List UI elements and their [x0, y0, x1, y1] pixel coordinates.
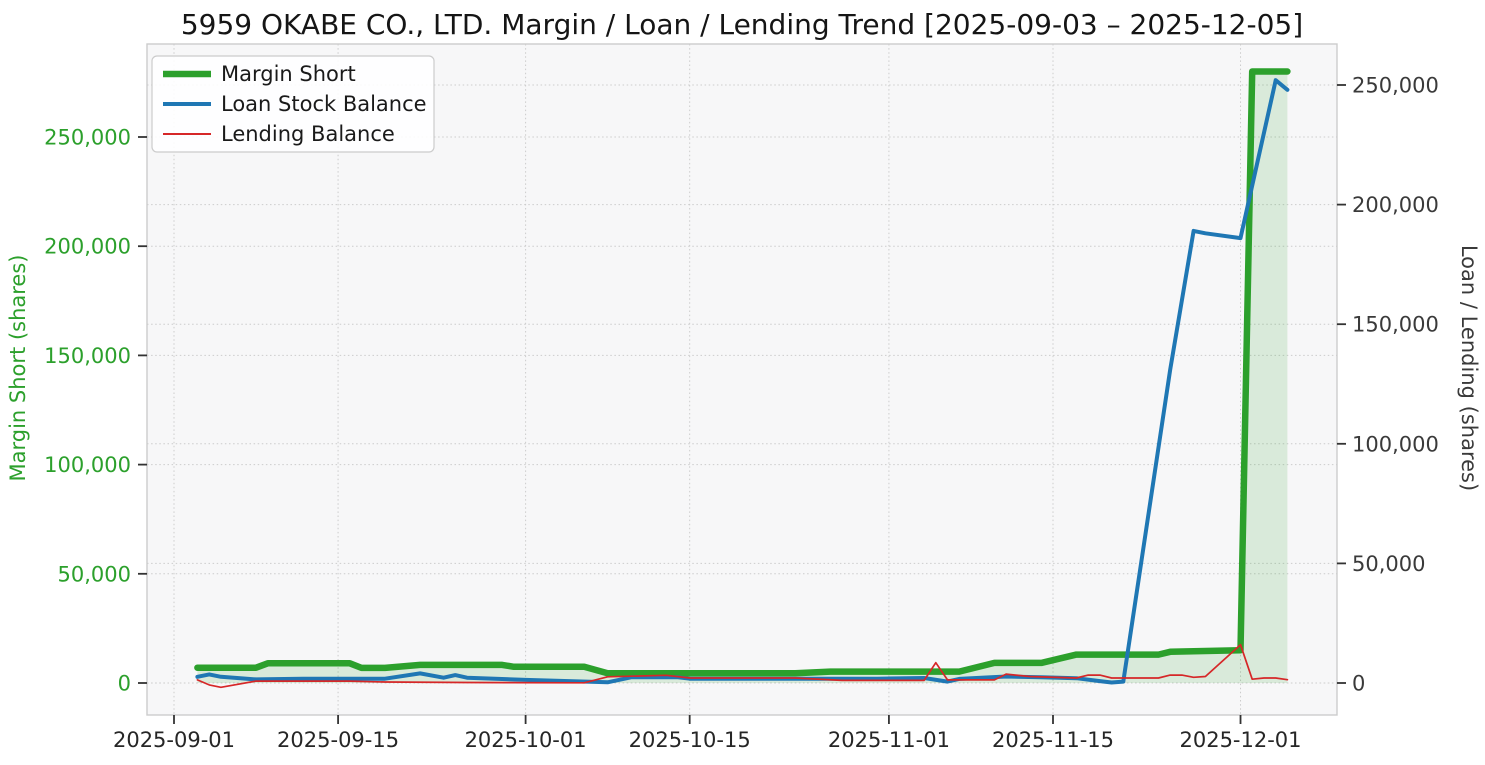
chart-title: 5959 OKABE CO., LTD. Margin / Loan / Len… [181, 8, 1303, 41]
x-tick-label: 2025-12-01 [1179, 728, 1301, 752]
legend-label-loan-stock-balance: Loan Stock Balance [221, 92, 427, 116]
x-tick-label: 2025-10-01 [465, 728, 587, 752]
margin-short-line [194, 68, 1291, 677]
y-tick-label-right: 150,000 [1352, 313, 1439, 337]
y-tick-label-left: 150,000 [44, 344, 131, 368]
y-tick-label-left: 50,000 [58, 562, 131, 586]
x-tick-label: 2025-11-15 [992, 728, 1114, 752]
y-tick-label-right: 100,000 [1352, 432, 1439, 456]
plot-border [146, 43, 1338, 716]
plot-graphics: 2025-09-01 2025-09-15 2025-10-01 2025-10-15… [44, 43, 1439, 752]
legend-label-margin-short: Margin Short [221, 62, 356, 86]
y-tick-label-left: 200,000 [44, 235, 131, 259]
y-tick-label-right: 250,000 [1352, 74, 1439, 98]
plot-background [147, 44, 1337, 715]
legend-box [151, 55, 435, 153]
y-tick-label-left: 0 [118, 672, 131, 696]
x-tick-label: 2025-10-15 [629, 728, 751, 752]
legend-label-lending-balance: Lending Balance [221, 122, 395, 146]
y-tick-label-right: 0 [1352, 672, 1365, 696]
x-tick-label: 2025-09-15 [277, 728, 399, 752]
x-tick-label: 2025-11-01 [828, 728, 950, 752]
y-tick-label-left: 100,000 [44, 453, 131, 477]
legend: Margin Short Loan Stock Balance Lending … [151, 55, 435, 153]
right-axis-label: Loan / Lending (shares) [1457, 245, 1481, 491]
y-tick-label-left: 250,000 [44, 126, 131, 150]
y-tick-label-right: 200,000 [1352, 193, 1439, 217]
left-axis-label: Margin Short (shares) [6, 255, 30, 482]
lending-balance-line [196, 643, 1289, 689]
loan-stock-balance-line [195, 78, 1290, 685]
x-tick-label: 2025-09-01 [113, 728, 235, 752]
y-tick-label-right: 50,000 [1352, 552, 1425, 576]
